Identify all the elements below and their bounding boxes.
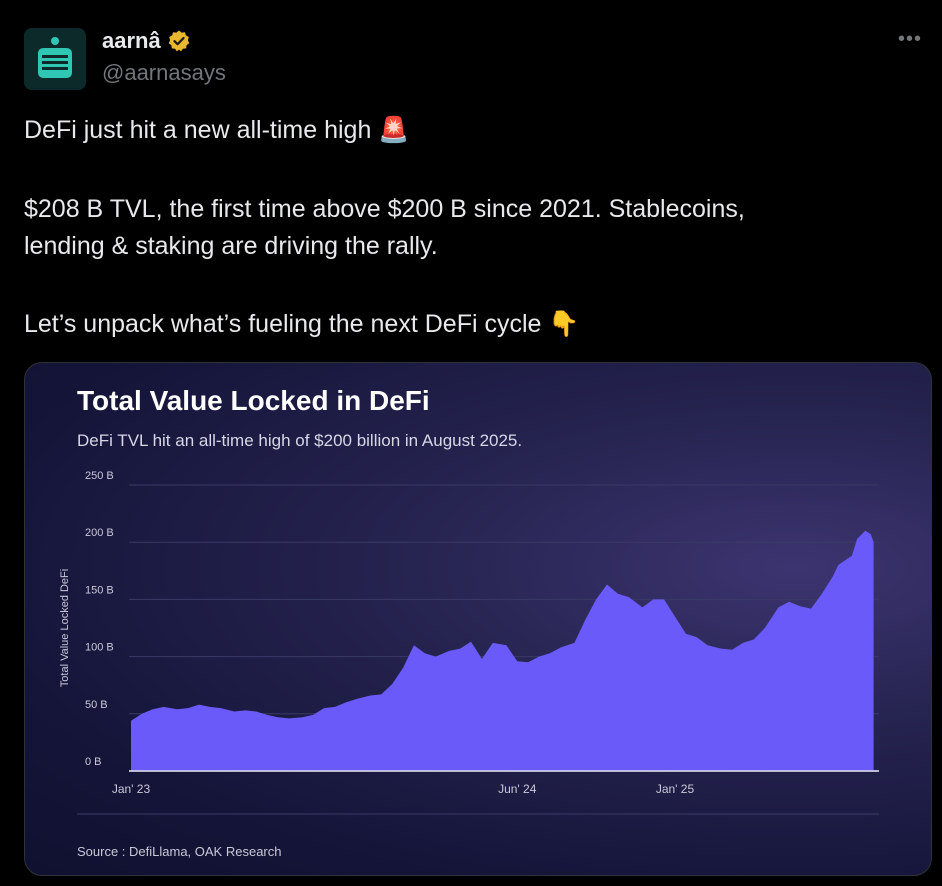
x-tick-label: Jun' 24 <box>498 782 537 796</box>
more-options-icon[interactable]: ••• <box>897 28 922 50</box>
y-tick-label: 250 B <box>85 470 114 482</box>
chart-image-card[interactable]: Total Value Locked in DeFi DeFi TVL hit … <box>24 362 932 876</box>
x-tick-label: Jan' 25 <box>656 782 695 796</box>
chart-subtitle: DeFi TVL hit an all-time high of $200 bi… <box>77 431 523 450</box>
avatar[interactable] <box>24 28 86 90</box>
tweet-text-line: Let’s unpack what’s fueling the next DeF… <box>24 310 580 338</box>
tvl-area-series <box>131 530 874 771</box>
y-tick-label: 150 B <box>85 584 114 596</box>
y-axis-label: Total Value Locked DeFi <box>59 569 71 687</box>
aarna-logo-icon <box>24 28 86 90</box>
chart-source: Source : DefiLlama, OAK Research <box>77 844 282 859</box>
x-tick-label: Jan' 23 <box>112 782 151 796</box>
y-tick-label: 100 B <box>85 642 114 654</box>
tweet-text-line: $208 B TVL, the first time above $200 B … <box>24 195 745 223</box>
author-handle[interactable]: @aarnasays <box>102 60 226 85</box>
tweet-text-line: DeFi just hit a new all-time high 🚨 <box>24 116 410 144</box>
author-name-row[interactable]: aarnâ <box>102 28 191 54</box>
tvl-area-chart: 0 B 50 B 100 B 150 B 200 B 250 B Total Value L… <box>59 470 879 815</box>
y-tick-label: 0 B <box>85 756 102 768</box>
y-tick-label: 200 B <box>85 527 114 539</box>
gold-verified-icon <box>168 30 190 52</box>
chart-title: Total Value Locked in DeFi <box>77 385 430 416</box>
tweet-text-line: lending & staking are driving the rally. <box>24 232 438 260</box>
y-tick-label: 50 B <box>85 699 108 711</box>
author-name[interactable]: aarnâ <box>102 28 161 53</box>
